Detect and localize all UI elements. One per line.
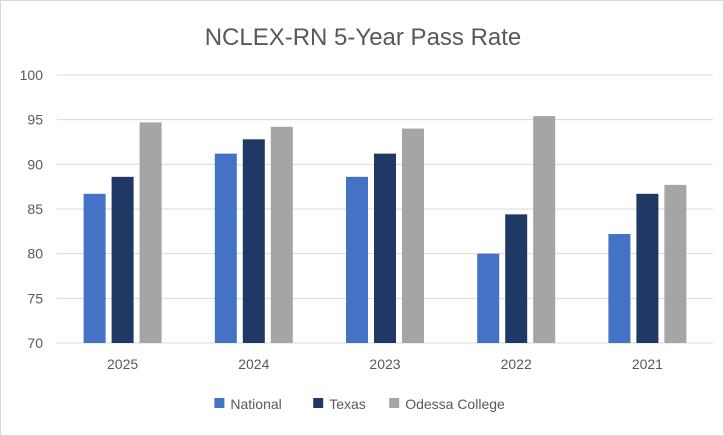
y-axis-ticks: 70 75 80 85 90 95 100: [20, 67, 44, 351]
bar-texas-2025: [111, 176, 134, 343]
y-tick-label: 85: [27, 201, 43, 217]
bar-national-2021: [608, 234, 631, 343]
y-tick-label: 90: [27, 156, 43, 172]
y-tick-label: 75: [27, 290, 43, 306]
bar-national-2022: [477, 253, 500, 343]
bar-national-2023: [346, 176, 368, 343]
x-axis-ticks: 2025 2024 2023 2022 2021: [107, 356, 663, 372]
legend: National Texas Odessa College: [214, 396, 505, 412]
bar-odessa-college-2025: [139, 122, 162, 343]
legend-label-odessa-college: Odessa College: [405, 396, 505, 412]
legend-swatch-texas: [313, 398, 324, 408]
legend-label-national: National: [230, 396, 281, 412]
x-tick-label: 2022: [501, 356, 532, 372]
chart-title: NCLEX-RN 5-Year Pass Rate: [205, 24, 522, 51]
x-tick-label: 2024: [238, 356, 269, 372]
bar-odessa-college-2022: [533, 116, 556, 344]
bar-odessa-college-2021: [664, 184, 687, 343]
y-tick-label: 70: [27, 335, 43, 351]
x-tick-label: 2025: [107, 356, 138, 372]
y-tick-label: 100: [20, 67, 44, 83]
bars: [83, 116, 687, 344]
bar-national-2025: [83, 193, 106, 343]
bar-odessa-college-2023: [402, 128, 424, 343]
legend-swatch-national: [214, 398, 225, 408]
legend-label-texas: Texas: [329, 396, 366, 412]
bar-odessa-college-2024: [270, 126, 293, 344]
legend-swatch-odessa-college: [389, 398, 400, 408]
bar-texas-2024: [242, 139, 265, 343]
x-tick-label: 2023: [369, 356, 400, 372]
y-tick-label: 80: [27, 246, 43, 262]
bar-texas-2022: [505, 214, 528, 343]
bar-texas-2021: [636, 193, 659, 343]
bar-texas-2023: [374, 153, 396, 343]
y-tick-label: 95: [27, 112, 43, 128]
bar-national-2024: [214, 153, 237, 343]
x-tick-label: 2021: [632, 356, 663, 372]
